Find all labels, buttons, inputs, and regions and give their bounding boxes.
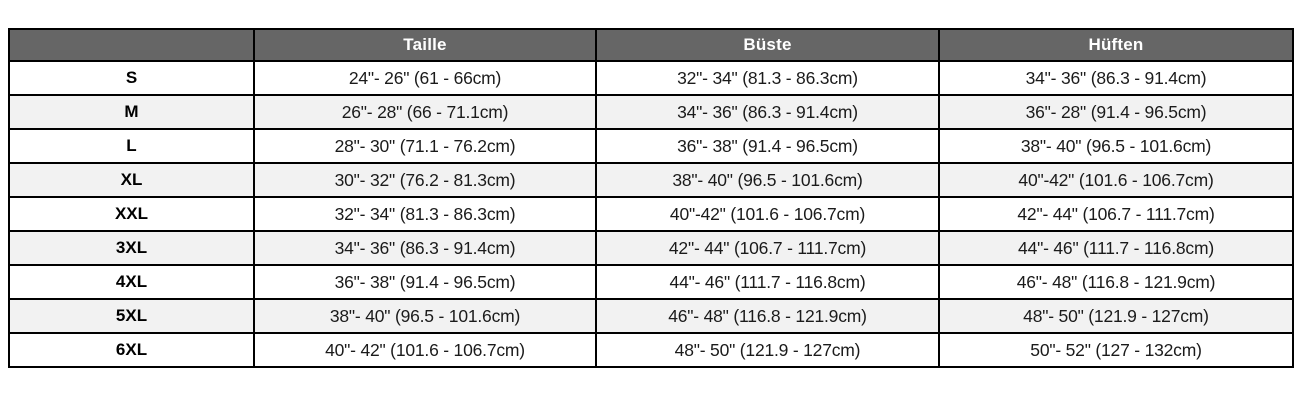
- size-chart-table: Taille Büste Hüften S 24"- 26" (61 - 66c…: [8, 28, 1294, 368]
- bueste-value: 40"-42" (101.6 - 106.7cm): [595, 196, 940, 232]
- size-label: M: [8, 94, 255, 130]
- hueften-value: 48"- 50" (121.9 - 127cm): [938, 298, 1294, 334]
- column-header-bueste: Büste: [595, 28, 940, 62]
- hueften-value: 34"- 36" (86.3 - 91.4cm): [938, 60, 1294, 96]
- hueften-value: 42"- 44" (106.7 - 111.7cm): [938, 196, 1294, 232]
- table-row-l: L 28"- 30" (71.1 - 76.2cm) 36"- 38" (91.…: [8, 128, 1294, 164]
- table-row-5xl: 5XL 38"- 40" (96.5 - 101.6cm) 46"- 48" (…: [8, 298, 1294, 334]
- taille-value: 28"- 30" (71.1 - 76.2cm): [253, 128, 597, 164]
- bueste-value: 46"- 48" (116.8 - 121.9cm): [595, 298, 940, 334]
- hueften-value: 36"- 28" (91.4 - 96.5cm): [938, 94, 1294, 130]
- taille-value: 30"- 32" (76.2 - 81.3cm): [253, 162, 597, 198]
- table-row-m: M 26"- 28" (66 - 71.1cm) 34"- 36" (86.3 …: [8, 94, 1294, 130]
- size-label: 3XL: [8, 230, 255, 266]
- taille-value: 40"- 42" (101.6 - 106.7cm): [253, 332, 597, 368]
- size-label: S: [8, 60, 255, 96]
- table-row-s: S 24"- 26" (61 - 66cm) 32"- 34" (81.3 - …: [8, 60, 1294, 96]
- column-header-taille: Taille: [253, 28, 597, 62]
- hueften-value: 50"- 52" (127 - 132cm): [938, 332, 1294, 368]
- bueste-value: 48"- 50" (121.9 - 127cm): [595, 332, 940, 368]
- bueste-value: 44"- 46" (111.7 - 116.8cm): [595, 264, 940, 300]
- bueste-value: 34"- 36" (86.3 - 91.4cm): [595, 94, 940, 130]
- size-label: 4XL: [8, 264, 255, 300]
- table-row-6xl: 6XL 40"- 42" (101.6 - 106.7cm) 48"- 50" …: [8, 332, 1294, 368]
- size-label: 5XL: [8, 298, 255, 334]
- bueste-value: 42"- 44" (106.7 - 111.7cm): [595, 230, 940, 266]
- size-label: 6XL: [8, 332, 255, 368]
- taille-value: 34"- 36" (86.3 - 91.4cm): [253, 230, 597, 266]
- table-row-4xl: 4XL 36"- 38" (91.4 - 96.5cm) 44"- 46" (1…: [8, 264, 1294, 300]
- taille-value: 38"- 40" (96.5 - 101.6cm): [253, 298, 597, 334]
- bueste-value: 32"- 34" (81.3 - 86.3cm): [595, 60, 940, 96]
- table-row-xxl: XXL 32"- 34" (81.3 - 86.3cm) 40"-42" (10…: [8, 196, 1294, 232]
- column-header-hueften: Hüften: [938, 28, 1294, 62]
- size-label: L: [8, 128, 255, 164]
- table-row-3xl: 3XL 34"- 36" (86.3 - 91.4cm) 42"- 44" (1…: [8, 230, 1294, 266]
- bueste-value: 36"- 38" (91.4 - 96.5cm): [595, 128, 940, 164]
- hueften-value: 40"-42" (101.6 - 106.7cm): [938, 162, 1294, 198]
- hueften-value: 38"- 40" (96.5 - 101.6cm): [938, 128, 1294, 164]
- taille-value: 26"- 28" (66 - 71.1cm): [253, 94, 597, 130]
- table-row-xl: XL 30"- 32" (76.2 - 81.3cm) 38"- 40" (96…: [8, 162, 1294, 198]
- taille-value: 32"- 34" (81.3 - 86.3cm): [253, 196, 597, 232]
- column-header-size: [8, 28, 255, 62]
- size-label: XL: [8, 162, 255, 198]
- hueften-value: 44"- 46" (111.7 - 116.8cm): [938, 230, 1294, 266]
- bueste-value: 38"- 40" (96.5 - 101.6cm): [595, 162, 940, 198]
- taille-value: 24"- 26" (61 - 66cm): [253, 60, 597, 96]
- table-header-row: Taille Büste Hüften: [8, 28, 1294, 62]
- hueften-value: 46"- 48" (116.8 - 121.9cm): [938, 264, 1294, 300]
- size-label: XXL: [8, 196, 255, 232]
- taille-value: 36"- 38" (91.4 - 96.5cm): [253, 264, 597, 300]
